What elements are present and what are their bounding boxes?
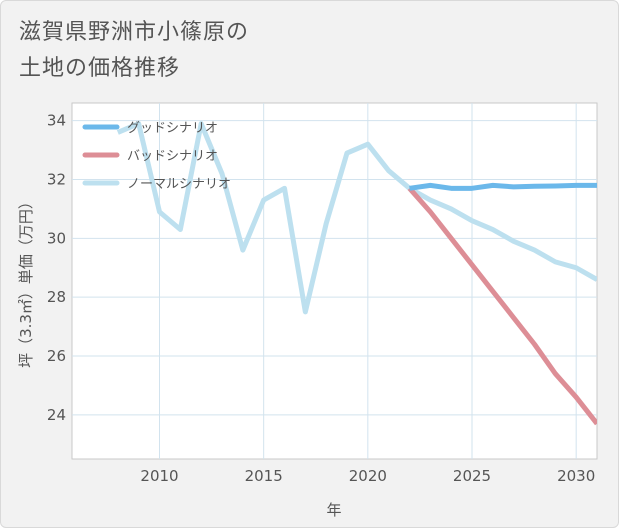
y-tick-label-26: 26: [47, 347, 66, 365]
y-tick-labels: 24 26 28 30 32 34: [47, 112, 66, 424]
legend-label-bad: バッドシナリオ: [127, 149, 218, 164]
chart-title-line-1: 滋賀県野洲市小篠原の: [19, 20, 250, 45]
y-tick-label-28: 28: [47, 288, 66, 306]
chart-title-line-2: 土地の価格推移: [19, 56, 181, 81]
x-tick-labels: 2010 2015 2020 2025 2030: [140, 467, 595, 485]
y-gridlines: [72, 120, 597, 416]
legend-label-normal: ノーマルシナリオ: [127, 177, 231, 192]
x-tick-label-2010: 2010: [140, 467, 178, 485]
y-tick-label-24: 24: [47, 406, 66, 424]
series-line-bad: [407, 186, 597, 426]
series-line-normal: [116, 121, 597, 315]
y-tick-label-32: 32: [47, 170, 66, 188]
y-axis-title: 坪（3.3㎡）単価（万円）: [17, 194, 35, 368]
series-line-good: [409, 182, 597, 191]
x-axis-title: 年: [326, 501, 341, 519]
chart-title: 滋賀県野洲市小篠原の 土地の価格推移: [19, 15, 249, 87]
x-tick-label-2020: 2020: [349, 467, 387, 485]
legend-label-good: グッドシナリオ: [127, 121, 218, 136]
x-tick-label-2025: 2025: [453, 467, 491, 485]
x-tick-label-2015: 2015: [245, 467, 283, 485]
x-gridlines: [159, 103, 577, 459]
y-tick-label-30: 30: [47, 229, 66, 247]
series-layer: [116, 121, 597, 426]
y-tick-label-34: 34: [47, 112, 66, 130]
legend: グッドシナリオ バッドシナリオ ノーマルシナリオ: [82, 121, 231, 192]
x-tick-label-2030: 2030: [557, 467, 595, 485]
